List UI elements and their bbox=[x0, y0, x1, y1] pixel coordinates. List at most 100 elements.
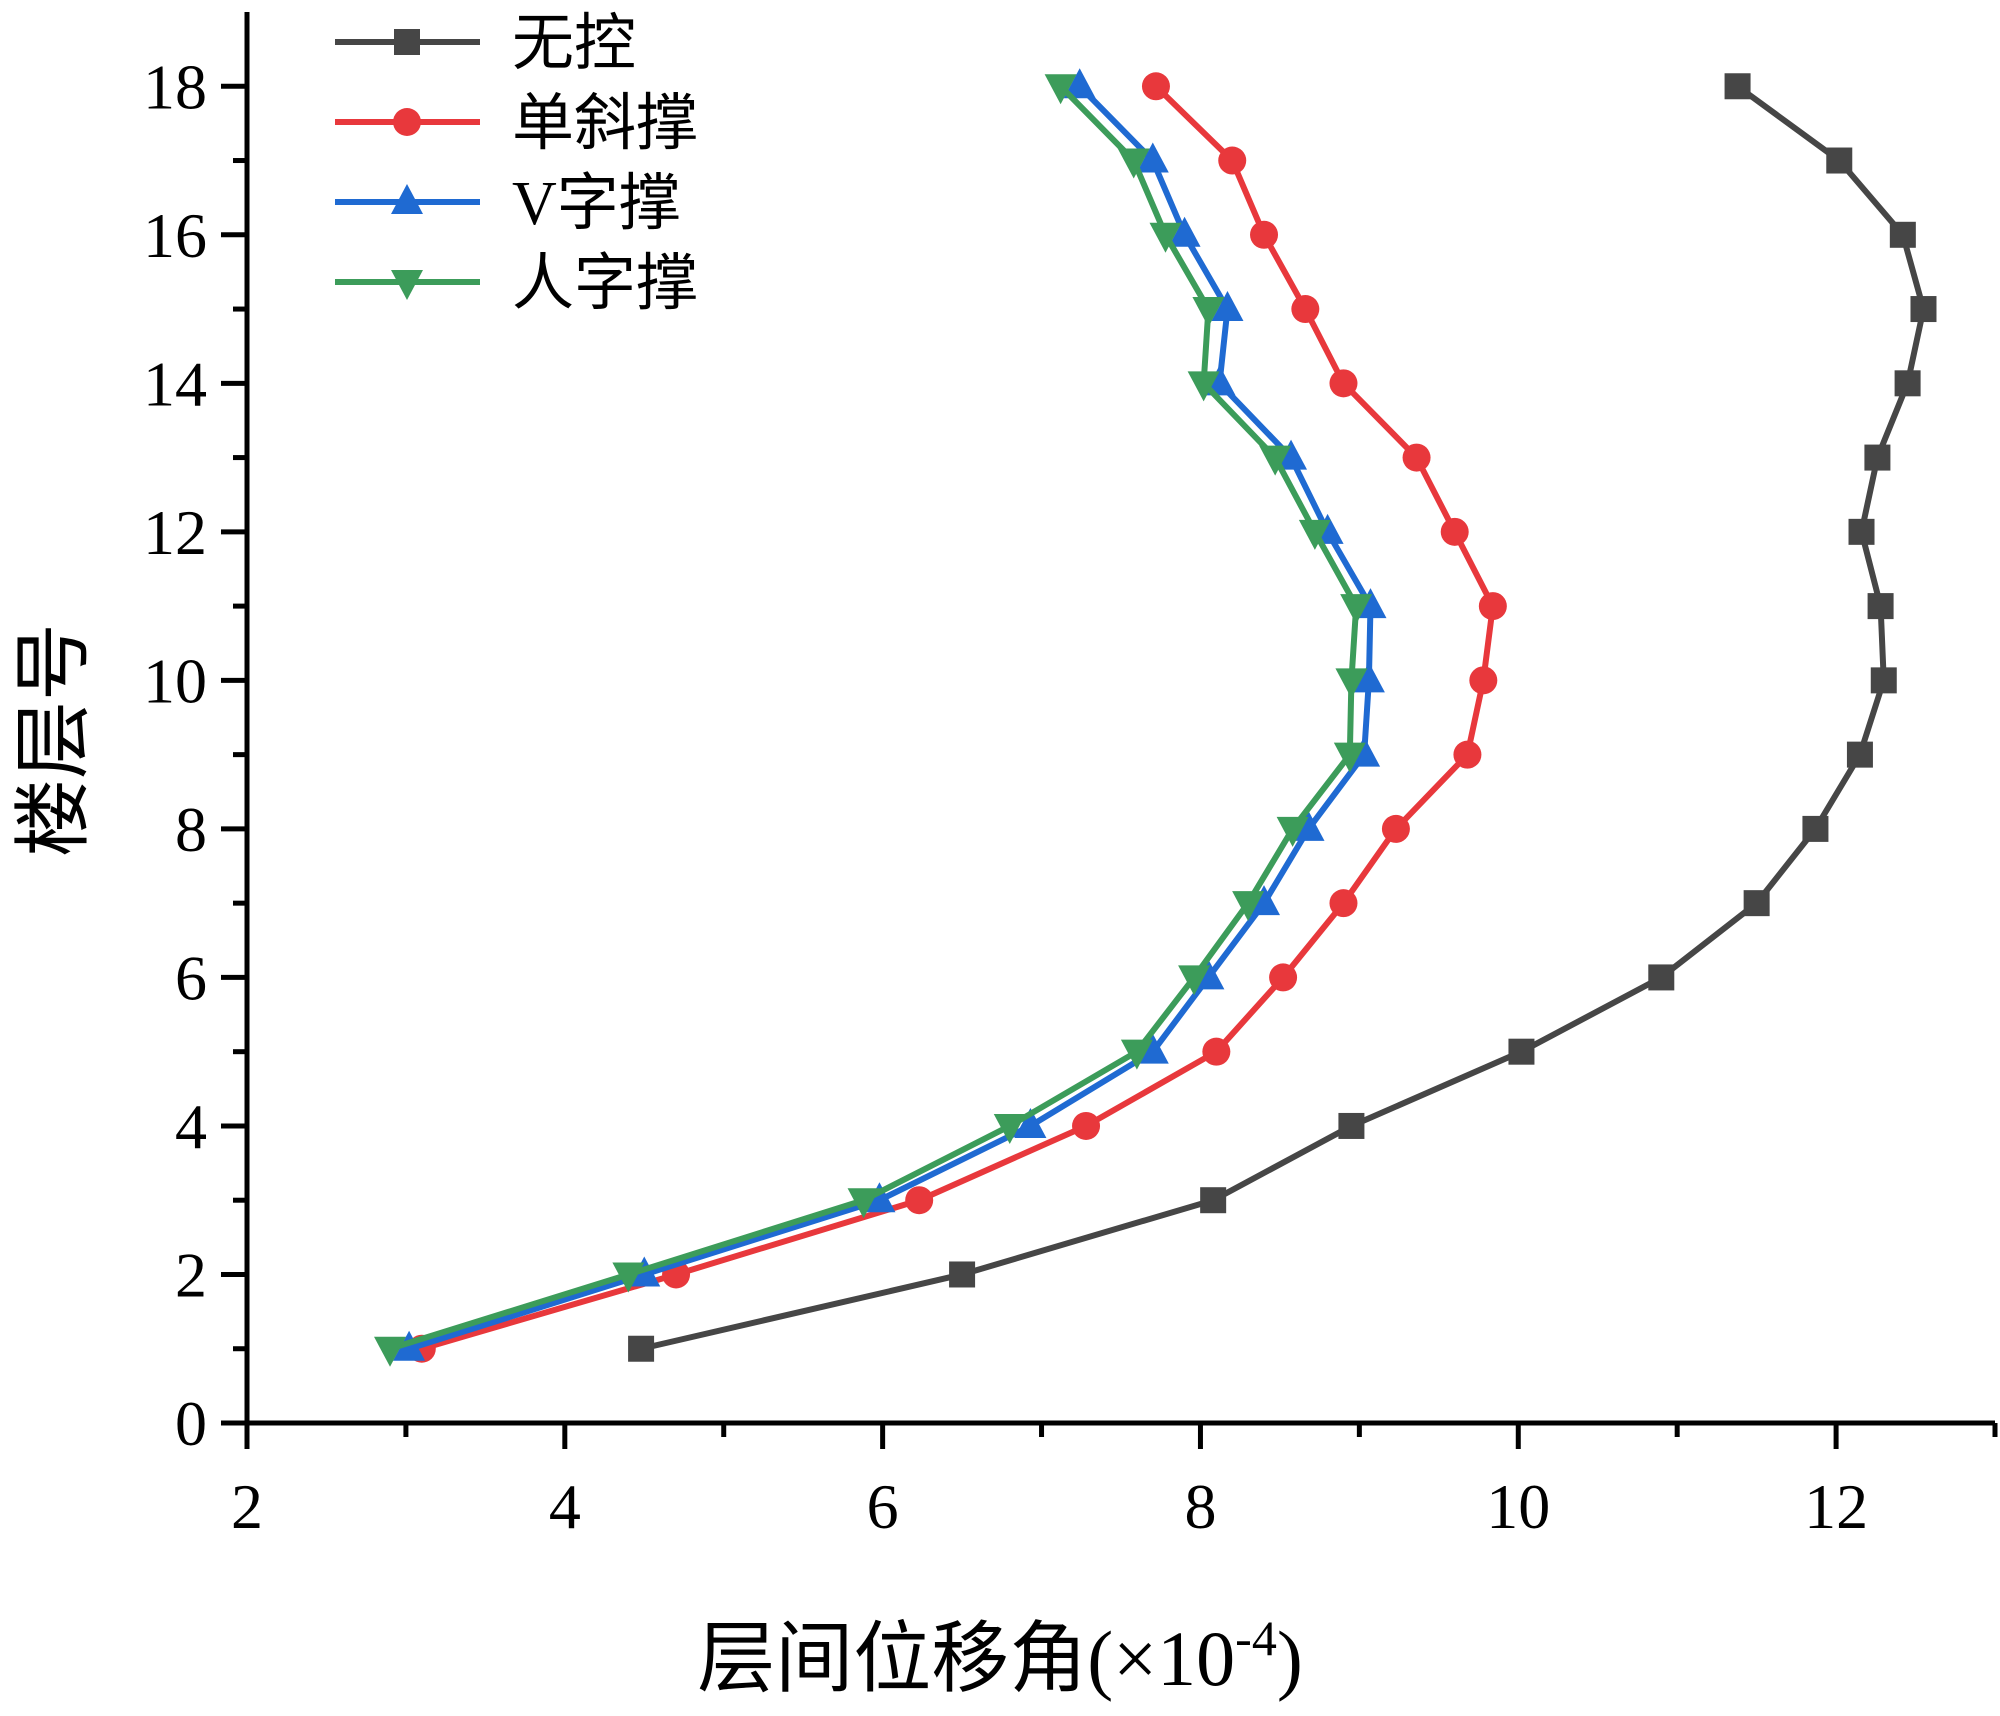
series-line bbox=[389, 84, 1360, 1352]
data-point bbox=[1440, 517, 1469, 546]
data-point bbox=[1232, 891, 1265, 922]
series-2 bbox=[407, 72, 1507, 1363]
data-point bbox=[1259, 445, 1292, 476]
data-point bbox=[1202, 1037, 1231, 1066]
data-point bbox=[1120, 1039, 1153, 1070]
series-line bbox=[420, 84, 1496, 1352]
data-point bbox=[905, 1186, 934, 1215]
data-point bbox=[1802, 815, 1829, 842]
data-point bbox=[1402, 443, 1431, 472]
legend-item: V字撑 bbox=[335, 170, 681, 238]
x-tick-label: 12 bbox=[1804, 1471, 1868, 1542]
y-tick-label: 4 bbox=[175, 1091, 207, 1162]
data-point bbox=[1292, 810, 1325, 841]
data-point bbox=[1136, 142, 1169, 173]
data-point bbox=[1298, 519, 1331, 550]
data-point bbox=[1508, 1038, 1535, 1065]
data-point bbox=[1291, 295, 1320, 324]
y-tick-label: 10 bbox=[143, 645, 207, 716]
y-tick-label: 2 bbox=[175, 1239, 207, 1310]
data-point bbox=[1269, 963, 1298, 992]
legend-item: 单斜撑 bbox=[335, 90, 698, 158]
series-line bbox=[640, 83, 1927, 1352]
y-axis-title: 楼层号 bbox=[10, 623, 97, 857]
legend-marker bbox=[393, 108, 421, 136]
y-tick-label: 12 bbox=[143, 497, 207, 568]
data-point bbox=[1218, 146, 1247, 175]
data-point bbox=[949, 1261, 976, 1288]
legend-item: 人字撑 bbox=[335, 250, 698, 318]
legend-marker bbox=[391, 184, 423, 214]
data-point bbox=[1381, 814, 1410, 843]
data-point bbox=[1453, 740, 1482, 769]
data-point bbox=[1014, 1107, 1047, 1138]
data-point bbox=[1826, 147, 1853, 174]
data-point bbox=[1248, 885, 1281, 916]
x-tick-label: 6 bbox=[867, 1471, 899, 1542]
y-tick-label: 0 bbox=[175, 1388, 207, 1459]
data-point bbox=[1072, 1111, 1101, 1140]
x-axis-title-close: ) bbox=[1277, 1615, 1303, 1702]
data-point bbox=[1178, 965, 1211, 996]
data-point bbox=[1338, 1112, 1365, 1139]
data-point bbox=[1136, 1033, 1169, 1064]
series-layer bbox=[374, 68, 1937, 1367]
data-point bbox=[1870, 667, 1897, 694]
data-point bbox=[374, 1336, 407, 1367]
legend-marker bbox=[391, 270, 423, 300]
data-point bbox=[1329, 889, 1358, 918]
x-axis-title-exponent: -4 bbox=[1235, 1610, 1277, 1666]
data-point bbox=[1329, 369, 1358, 398]
legend-label: V字撑 bbox=[512, 170, 681, 238]
legend-item: 无控 bbox=[335, 10, 636, 78]
data-point bbox=[1867, 593, 1894, 620]
data-point bbox=[1117, 148, 1150, 179]
data-point bbox=[1168, 216, 1201, 247]
data-point bbox=[1250, 220, 1279, 249]
series-line bbox=[408, 84, 1374, 1352]
data-point bbox=[1352, 662, 1385, 693]
data-point bbox=[1743, 890, 1770, 917]
data-point bbox=[1846, 741, 1873, 768]
x-tick-label: 2 bbox=[231, 1471, 263, 1542]
data-point bbox=[1469, 666, 1498, 695]
series-1 bbox=[628, 73, 1937, 1362]
data-point bbox=[1141, 72, 1170, 101]
x-tick-label: 8 bbox=[1184, 1471, 1216, 1542]
data-point bbox=[1648, 964, 1675, 991]
data-point bbox=[1848, 518, 1875, 545]
data-point bbox=[1149, 222, 1182, 253]
x-tick-label: 4 bbox=[549, 1471, 581, 1542]
data-point bbox=[612, 1262, 645, 1293]
data-point bbox=[1889, 221, 1916, 248]
y-tick-label: 16 bbox=[143, 200, 207, 271]
data-point bbox=[1724, 73, 1751, 100]
x-axis-title-unit: (×10 bbox=[1087, 1615, 1235, 1702]
x-tick-label: 10 bbox=[1486, 1471, 1550, 1542]
legend-label: 人字撑 bbox=[512, 250, 698, 318]
y-tick-label: 14 bbox=[143, 348, 207, 419]
x-axis-title-main: 层间位移角 bbox=[697, 1615, 1087, 1702]
data-point bbox=[1335, 668, 1368, 699]
data-point bbox=[1894, 370, 1921, 397]
data-point bbox=[628, 1335, 655, 1362]
data-point bbox=[1187, 371, 1220, 402]
data-point bbox=[993, 1113, 1026, 1144]
data-point bbox=[1200, 1187, 1227, 1214]
data-point bbox=[1340, 594, 1373, 625]
data-point bbox=[1192, 297, 1225, 328]
data-point bbox=[1478, 592, 1507, 621]
y-tick-label: 8 bbox=[175, 794, 207, 865]
legend-label: 无控 bbox=[512, 10, 636, 78]
y-tick-label: 18 bbox=[143, 51, 207, 122]
data-point bbox=[847, 1188, 880, 1219]
y-tick-label: 6 bbox=[175, 942, 207, 1013]
data-point bbox=[1276, 816, 1309, 847]
data-point bbox=[1910, 296, 1937, 323]
legend-label: 单斜撑 bbox=[512, 90, 698, 158]
data-point bbox=[1864, 444, 1891, 471]
legend-marker bbox=[394, 29, 420, 55]
x-axis-title: 层间位移角(×10-4) bbox=[697, 1610, 1303, 1702]
